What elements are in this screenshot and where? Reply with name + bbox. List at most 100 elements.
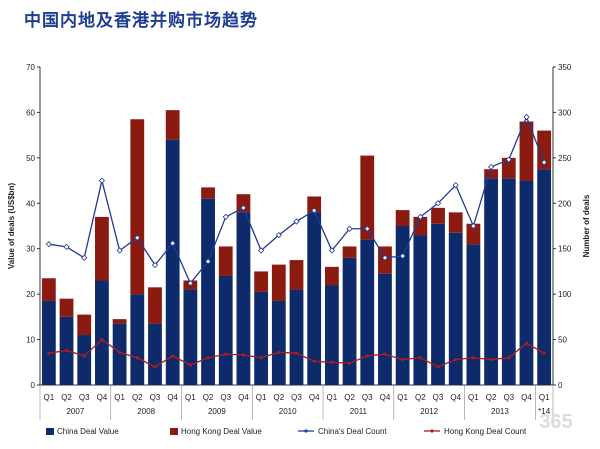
china-deal-value-bar [395, 226, 410, 385]
year-label: 2010 [279, 407, 297, 416]
china-deal-value-bar [165, 139, 180, 385]
china-deal-value-bar [183, 289, 198, 385]
hk-deal-count-point [507, 356, 511, 360]
y-tick-left-label: 0 [31, 381, 36, 390]
hk-deal-count-point [188, 363, 192, 367]
quarter-label: Q2 [273, 393, 284, 402]
y-tick-right-label: 200 [558, 199, 572, 208]
hk-deal-value-bar [342, 246, 357, 258]
quarter-label: Q4 [380, 393, 391, 402]
watermark-logo: 365 [539, 411, 572, 433]
china-deal-count-point [240, 204, 247, 211]
hk-deal-value-bar [130, 119, 145, 295]
hk-deal-value-bar [236, 194, 251, 213]
hk-deal-value-bar [41, 278, 56, 301]
y-tick-left-label: 30 [26, 245, 35, 254]
hk-deal-count-point [294, 351, 299, 355]
quarter-label: Q3 [79, 393, 90, 402]
china-deal-value-bar [112, 323, 127, 385]
china-deal-count-point [346, 225, 353, 232]
china-deal-count-point [452, 182, 459, 189]
y-tick-right-label: 350 [558, 63, 572, 72]
hk-deal-value-bar [254, 271, 269, 292]
y-tick-right-label: 300 [558, 108, 572, 117]
y-tick-right-label: 250 [558, 154, 572, 163]
quarter-label: Q3 [503, 393, 514, 402]
hk-deal-value-bar [148, 287, 162, 324]
hk-deal-value-bar [413, 216, 428, 236]
hk-deal-value-bar [77, 314, 92, 336]
china-deal-count-point [541, 159, 548, 166]
china-deal-count-point [275, 231, 282, 239]
quarter-label: Q3 [220, 393, 231, 402]
china-deal-value-bar [360, 239, 375, 385]
quarter-label: Q1 [114, 393, 125, 402]
hk-deal-value-bar [165, 110, 180, 140]
china-deal-value-bar [254, 291, 269, 385]
quarter-label: Q1 [468, 393, 479, 402]
y-tick-left-label: 40 [26, 199, 35, 208]
china-deal-value-bar [519, 180, 534, 385]
year-label: 2011 [350, 407, 368, 416]
quarter-label: Q2 [203, 393, 214, 402]
hk-deal-count-point [153, 365, 157, 369]
china-deal-count-point [63, 243, 70, 251]
quarter-label: Q3 [362, 393, 373, 402]
china-deal-count-point [523, 113, 530, 121]
quarter-label: Q1 [185, 393, 196, 402]
hk-deal-count-point [383, 352, 387, 356]
china-deal-count-point [364, 225, 371, 232]
hk-deal-count-point [118, 350, 122, 354]
hk-deal-count-point [312, 359, 316, 363]
hk-deal-value-bar [95, 216, 109, 281]
hk-deal-count-point [241, 353, 246, 357]
china-deal-value-bar [201, 198, 215, 385]
legend-hk-deal-count-marker [430, 429, 434, 433]
china-deal-value-bar [130, 294, 145, 385]
china-deal-count-point [169, 240, 176, 247]
quarter-label: Q1 [256, 393, 267, 402]
quarter-label: Q4 [521, 393, 532, 402]
china-deal-value-bar [484, 178, 498, 385]
legend-hk-deal-count-label: Hong Kong Deal Count [444, 427, 527, 436]
y-tick-left-label: 10 [26, 336, 35, 345]
china-deal-count-point [204, 258, 212, 265]
hk-deal-count-point [171, 354, 175, 358]
hk-deal-count-point [471, 356, 475, 360]
hk-deal-value-bar [466, 223, 481, 245]
china-deal-value-bar [289, 289, 304, 385]
hk-deal-value-bar [519, 121, 534, 181]
china-deal-count-point [293, 218, 300, 225]
quarter-label: Q4 [238, 393, 249, 402]
hk-deal-count-point [64, 348, 69, 353]
hk-deal-value-bar [201, 187, 215, 199]
hk-deal-count-point [206, 356, 210, 360]
hk-deal-count-point [277, 350, 281, 354]
china-deal-count-point [399, 252, 406, 260]
quarter-label: Q4 [309, 393, 320, 402]
hk-deal-count-point [454, 357, 458, 362]
china-deal-count-point [98, 177, 106, 184]
hk-deal-count-point [436, 365, 440, 369]
hk-deal-count-point [259, 356, 263, 360]
quarter-label: Q4 [97, 393, 108, 402]
hk-deal-value-bar [501, 157, 516, 179]
china-deal-value-bar [431, 223, 445, 385]
hk-deal-count-point [82, 354, 86, 358]
hk-deal-count-point [524, 341, 529, 345]
china-deal-value-bar [218, 275, 233, 385]
quarter-label: Q3 [150, 393, 161, 402]
hk-deal-count-point [542, 351, 546, 355]
hk-deal-count-point [47, 351, 51, 355]
hk-deal-value-bar [360, 155, 375, 240]
quarter-label: Q2 [486, 393, 497, 402]
hk-deal-value-bar [112, 319, 127, 324]
quarter-label: Q1 [44, 393, 55, 402]
hk-deal-value-bar [537, 130, 552, 170]
y-tick-left-label: 70 [26, 63, 35, 72]
quarter-label: Q2 [61, 393, 72, 402]
y-tick-right-label: 150 [558, 245, 572, 254]
china-deal-value-bar [413, 235, 428, 385]
china-deal-count-point [328, 247, 335, 254]
